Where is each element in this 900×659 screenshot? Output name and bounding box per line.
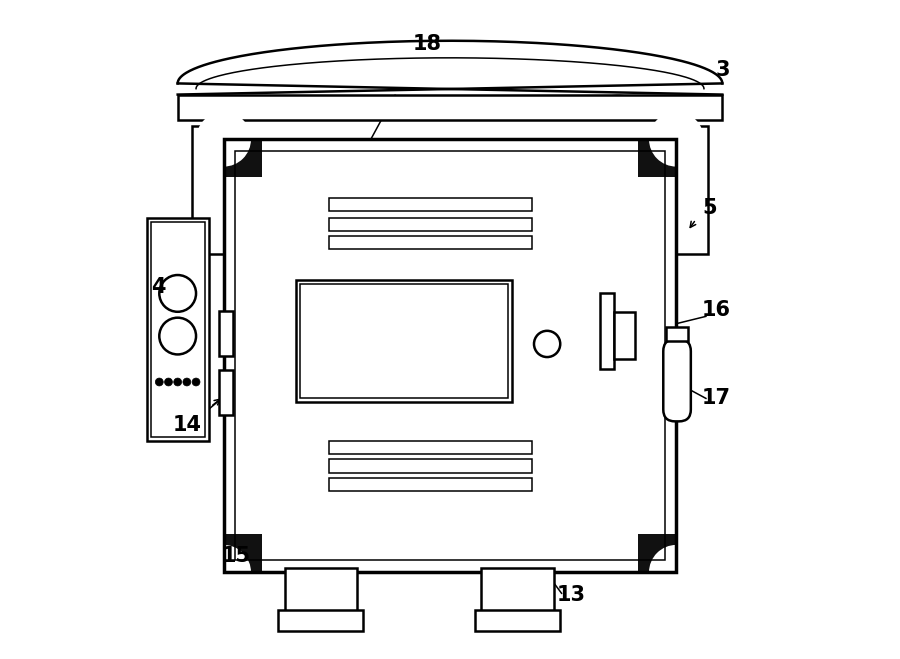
Bar	[482, 568, 554, 613]
Circle shape	[192, 378, 200, 386]
Bar	[223, 534, 262, 572]
Text: 16: 16	[701, 300, 730, 320]
Text: 4: 4	[150, 277, 166, 297]
Bar	[328, 218, 532, 231]
Text: 18: 18	[412, 34, 442, 54]
Bar	[614, 312, 635, 359]
Bar	[219, 370, 233, 415]
Circle shape	[165, 378, 173, 386]
Circle shape	[196, 545, 251, 600]
FancyBboxPatch shape	[663, 339, 691, 421]
Circle shape	[174, 378, 182, 386]
Bar	[278, 610, 364, 631]
Circle shape	[196, 112, 251, 167]
Bar	[328, 459, 532, 473]
Text: 3: 3	[716, 60, 730, 80]
Text: 14: 14	[173, 415, 202, 435]
Bar	[192, 126, 223, 254]
Bar	[236, 151, 664, 561]
Bar	[328, 478, 532, 491]
Circle shape	[183, 378, 191, 386]
Bar	[328, 237, 532, 250]
Circle shape	[159, 318, 196, 355]
Circle shape	[649, 112, 704, 167]
Bar	[223, 139, 262, 177]
Bar	[147, 218, 209, 441]
Polygon shape	[177, 41, 723, 95]
Circle shape	[534, 331, 560, 357]
Text: 15: 15	[222, 546, 251, 566]
Bar	[177, 95, 723, 119]
Text: 17: 17	[701, 388, 730, 409]
Bar	[284, 568, 356, 613]
Text: 5: 5	[702, 198, 716, 218]
Circle shape	[159, 275, 196, 312]
Bar	[328, 198, 532, 212]
Text: 13: 13	[557, 585, 586, 605]
Bar	[677, 126, 708, 254]
Bar	[219, 311, 233, 356]
Circle shape	[649, 545, 704, 600]
Bar	[223, 139, 677, 572]
Bar	[300, 284, 508, 398]
Bar	[151, 222, 205, 437]
Bar	[328, 441, 532, 454]
Bar	[475, 610, 560, 631]
Bar	[638, 139, 677, 177]
Bar	[638, 534, 677, 572]
Bar	[296, 280, 512, 402]
Bar	[223, 139, 677, 572]
Bar	[666, 327, 688, 341]
Bar	[599, 293, 614, 369]
Circle shape	[156, 378, 163, 386]
